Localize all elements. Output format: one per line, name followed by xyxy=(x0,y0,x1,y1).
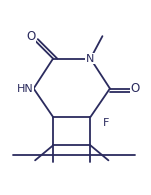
Text: N: N xyxy=(86,54,95,64)
Text: O: O xyxy=(131,82,140,95)
Text: F: F xyxy=(102,118,109,128)
Text: HN: HN xyxy=(17,83,34,94)
Text: O: O xyxy=(26,30,35,43)
